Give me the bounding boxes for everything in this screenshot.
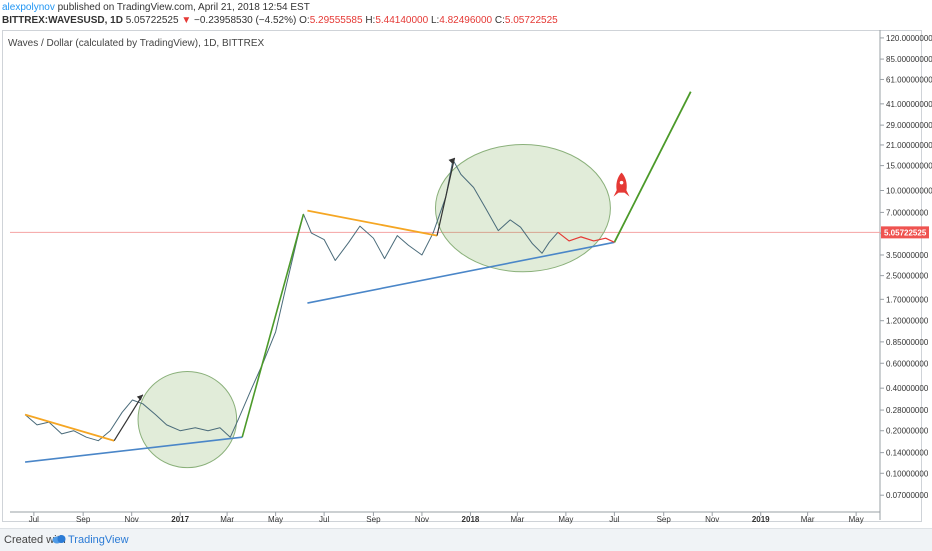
- time-tick-label: Sep: [366, 515, 381, 524]
- price-tick-label: 0.07000000: [886, 491, 929, 500]
- price-tick-label: 10.00000000: [886, 187, 932, 196]
- resistance-trendline: [307, 211, 437, 236]
- price-tick-label: 85.00000000: [886, 55, 932, 64]
- time-tick-label: Jul: [319, 515, 329, 524]
- time-tick-label: Sep: [76, 515, 91, 524]
- price-tick-label: 29.00000000: [886, 121, 932, 130]
- time-tick-label: May: [268, 515, 283, 524]
- price-tick-label: 3.50000000: [886, 251, 929, 260]
- rocket-fin-right: [625, 189, 630, 197]
- consolidation-ellipse-2017: [138, 371, 237, 467]
- time-tick-label: 2019: [752, 515, 770, 524]
- rally-line-2017: [242, 214, 303, 437]
- tradingview-cloud-icon: [52, 533, 66, 545]
- time-tick-label: Mar: [801, 515, 815, 524]
- price-tick-label: 0.14000000: [886, 449, 929, 458]
- rocket-window: [620, 181, 624, 185]
- rocket-fin-left: [614, 189, 619, 197]
- tradingview-brand-link[interactable]: TradingView: [68, 534, 129, 546]
- time-tick-label: Sep: [657, 515, 672, 524]
- price-tick-label: 0.10000000: [886, 469, 929, 478]
- price-tick-label: 0.20000000: [886, 427, 929, 436]
- time-tick-label: Nov: [705, 515, 719, 524]
- correction-ellipse-2018: [435, 145, 610, 272]
- time-tick-label: 2017: [171, 515, 189, 524]
- time-tick-label: Mar: [220, 515, 234, 524]
- time-tick-label: Nov: [415, 515, 429, 524]
- footer-bar: Created with TradingView: [0, 528, 932, 551]
- price-tick-label: 0.40000000: [886, 384, 929, 393]
- last-price-label: 5.05722525: [884, 228, 927, 237]
- price-tick-label: 120.00000000: [886, 34, 932, 43]
- price-tick-label: 61.00000000: [886, 75, 932, 84]
- price-tick-label: 21.00000000: [886, 141, 932, 150]
- time-tick-label: Mar: [510, 515, 524, 524]
- price-tick-label: 15.00000000: [886, 162, 932, 171]
- time-tick-label: 2018: [462, 515, 480, 524]
- time-tick-label: Nov: [125, 515, 139, 524]
- price-tick-label: 7.00000000: [886, 208, 929, 217]
- price-tick-label: 0.60000000: [886, 359, 929, 368]
- upper-trendline-2016: [25, 415, 114, 441]
- price-tick-label: 1.20000000: [886, 317, 929, 326]
- time-tick-label: Jul: [609, 515, 619, 524]
- price-tick-label: 0.28000000: [886, 406, 929, 415]
- time-tick-label: May: [849, 515, 864, 524]
- price-tick-label: 41.00000000: [886, 100, 932, 109]
- price-tick-label: 0.85000000: [886, 338, 929, 347]
- target-projection-line: [614, 92, 690, 243]
- time-tick-label: May: [558, 515, 573, 524]
- time-tick-label: Jul: [29, 515, 39, 524]
- price-tick-label: 2.50000000: [886, 272, 929, 281]
- price-tick-label: 1.70000000: [886, 295, 929, 304]
